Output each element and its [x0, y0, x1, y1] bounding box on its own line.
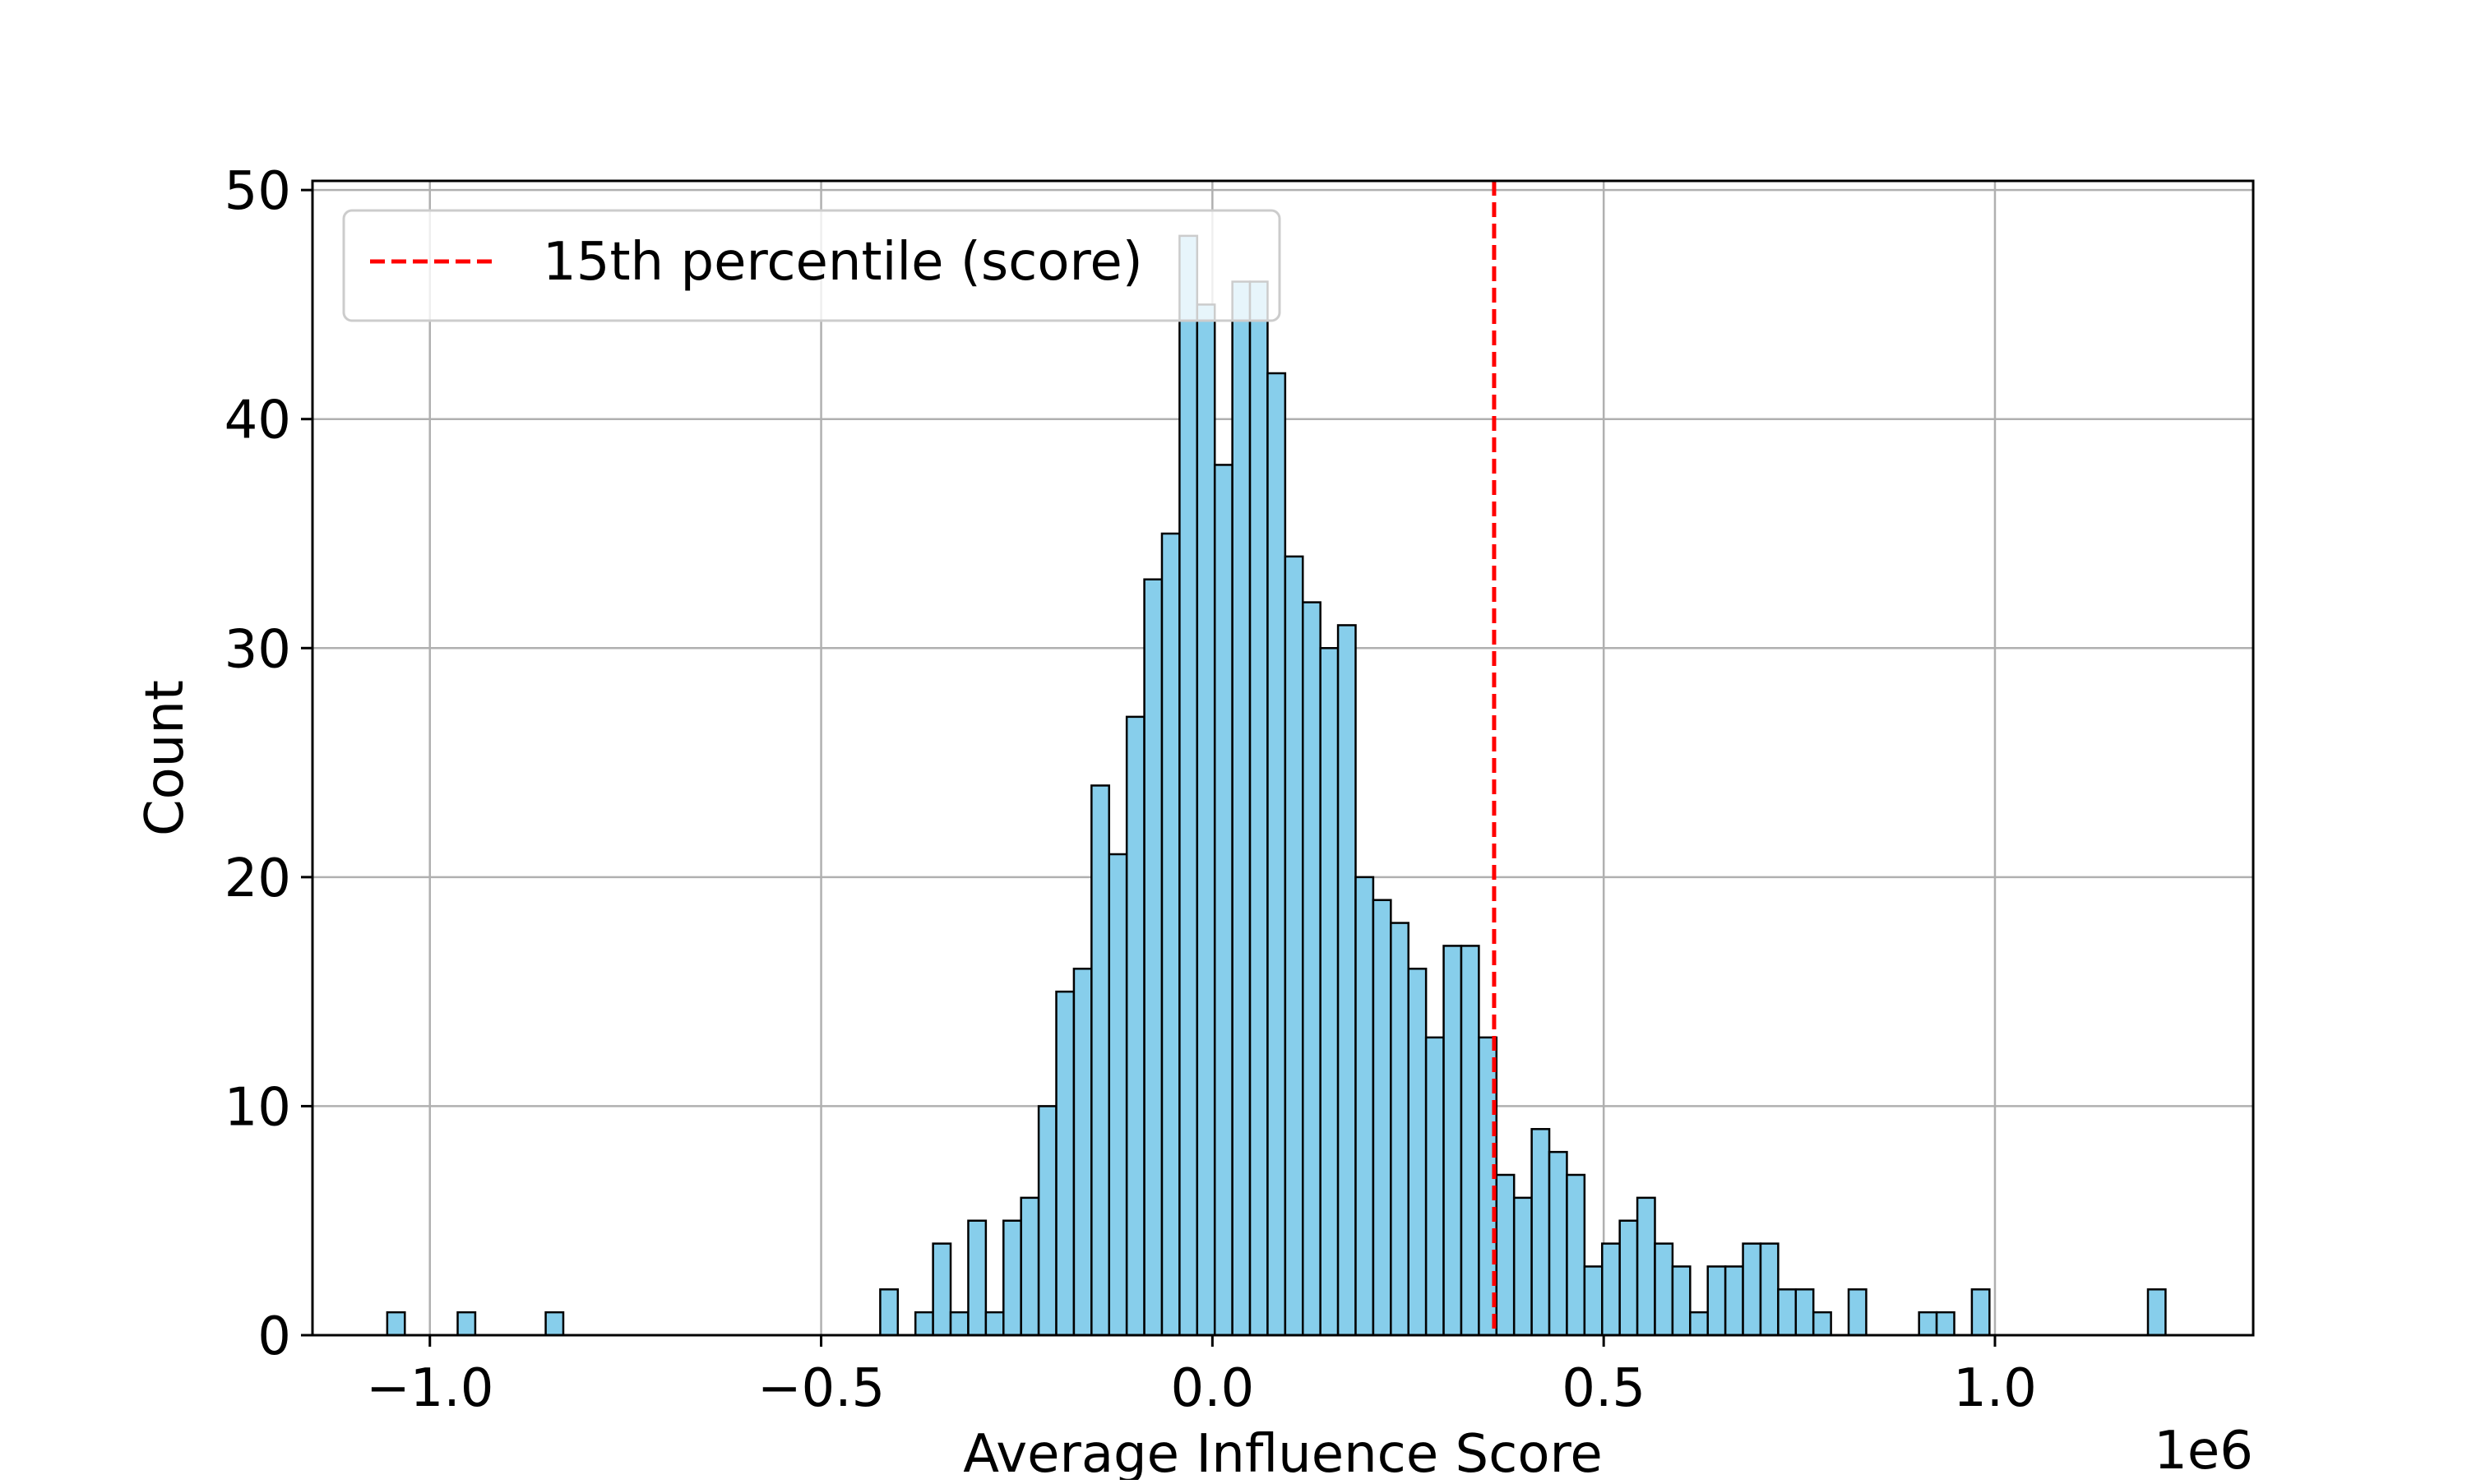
y-axis-label: Count: [135, 680, 196, 836]
histogram-bar: [1689, 1311, 1709, 1337]
histogram-bar: [1108, 853, 1128, 1337]
histogram-bar: [1231, 280, 1252, 1337]
histogram-bar: [1336, 624, 1357, 1337]
histogram-bar: [1847, 1288, 1868, 1337]
y-tick-label: 40: [224, 391, 291, 451]
histogram-bar: [1125, 715, 1146, 1337]
legend-label: 15th percentile (score): [543, 232, 1143, 293]
histogram-bar: [1636, 1196, 1656, 1337]
histogram-bar: [1512, 1196, 1533, 1337]
histogram-bar: [1460, 945, 1480, 1337]
histogram-bar: [932, 1242, 952, 1337]
histogram-bar: [456, 1311, 477, 1337]
histogram-bar: [1002, 1219, 1022, 1337]
histogram-bar: [1601, 1242, 1621, 1337]
histogram-bar: [544, 1311, 565, 1337]
histogram-bar: [1020, 1196, 1040, 1337]
x-tick-label: 1.0: [1953, 1358, 2037, 1419]
histogram-bar: [1583, 1265, 1604, 1337]
x-axis-offset-label: 1e6: [2154, 1421, 2253, 1480]
histogram-bar: [1072, 968, 1093, 1337]
histogram-bar: [1248, 280, 1269, 1337]
histogram-bar: [1302, 601, 1321, 1337]
histogram-bar: [386, 1311, 406, 1337]
histogram-bar: [1143, 578, 1164, 1337]
y-tick-label: 30: [224, 619, 291, 680]
histogram-bar: [1794, 1288, 1815, 1337]
histogram-bar: [1812, 1311, 1832, 1337]
histogram-bar: [1918, 1311, 1938, 1337]
histogram-bar: [1213, 464, 1234, 1337]
histogram-bar: [1759, 1242, 1780, 1337]
histogram-bar: [879, 1288, 900, 1337]
x-tick-label: −1.0: [366, 1358, 493, 1419]
histogram-bar: [1548, 1150, 1568, 1337]
histogram-bar: [1390, 922, 1409, 1337]
y-tick-label: 0: [257, 1306, 291, 1367]
histogram-bar: [1935, 1311, 1956, 1337]
histogram-bar: [1424, 1036, 1445, 1337]
histogram-bar: [1495, 1173, 1516, 1337]
x-axis-ticks: −1.0 −0.5 0.0 0.5 1.0: [366, 1335, 2037, 1419]
histogram-bar: [1566, 1173, 1586, 1337]
histogram-bar: [1037, 1105, 1058, 1337]
histogram-bar: [1442, 945, 1463, 1337]
histogram-bar: [1266, 372, 1287, 1337]
x-tick-label: 0.0: [1170, 1358, 1254, 1419]
histogram-bar: [2146, 1288, 2167, 1337]
y-tick-label: 50: [224, 161, 291, 222]
x-tick-label: 0.5: [1562, 1358, 1645, 1419]
legend: 15th percentile (score): [342, 209, 1281, 322]
histogram-bar: [984, 1311, 1005, 1337]
histogram-bar: [1284, 555, 1304, 1337]
x-tick-label: −0.5: [757, 1358, 885, 1419]
histogram-bar: [1160, 532, 1181, 1337]
x-axis-label: Average Influence Score: [963, 1424, 1603, 1480]
histogram-bar: [1090, 784, 1110, 1337]
histogram-bar: [1319, 647, 1340, 1337]
histogram-bar: [1372, 899, 1392, 1337]
histogram-bar: [914, 1311, 934, 1337]
histogram-bar: [1618, 1219, 1639, 1337]
histogram-bar: [1178, 234, 1199, 1337]
histogram-bar: [1671, 1265, 1692, 1337]
histogram-bar: [1530, 1128, 1551, 1337]
histogram-bar: [1706, 1265, 1727, 1337]
histogram-bar: [1724, 1265, 1744, 1337]
histogram-bar: [949, 1311, 970, 1337]
histogram-bar: [1196, 303, 1216, 1337]
histogram-bar: [1970, 1288, 1991, 1337]
histogram-bar: [1055, 990, 1076, 1337]
histogram-bars: [386, 234, 2167, 1337]
y-tick-label: 20: [224, 848, 291, 909]
histogram-bar: [1654, 1242, 1674, 1337]
y-axis-ticks: 0 10 20 30 40 50: [224, 161, 312, 1367]
histogram-bar: [1407, 968, 1428, 1337]
histogram-bar: [1742, 1242, 1762, 1337]
y-tick-label: 10: [224, 1077, 291, 1138]
axes-frame: [311, 179, 2255, 1337]
histogram-bar: [1777, 1288, 1798, 1337]
histogram-bar: [967, 1219, 988, 1337]
histogram-bar: [1354, 876, 1375, 1337]
legend-box: [342, 209, 1281, 322]
